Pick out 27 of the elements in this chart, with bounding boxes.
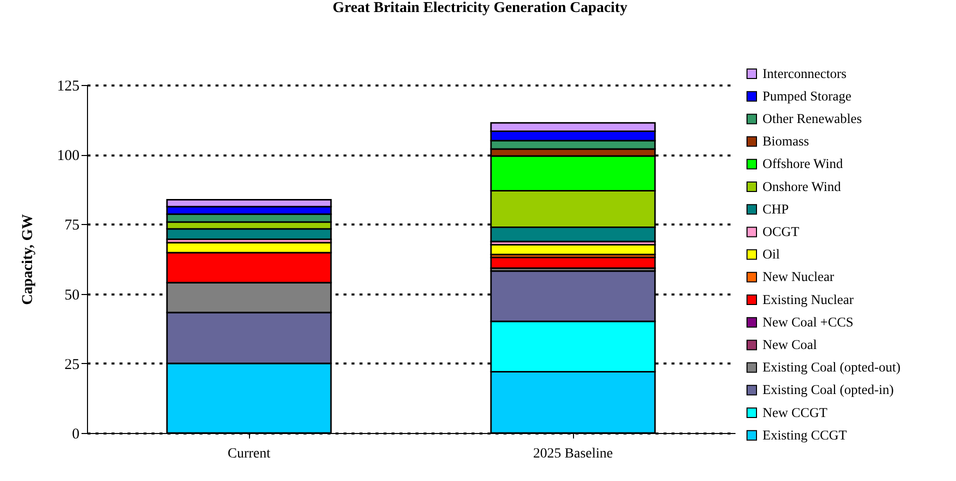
chart-title: Great Britain Electricity Generation Capacity <box>332 0 628 16</box>
y-tick-label: 125 <box>57 78 80 94</box>
legend-label: Onshore Wind <box>762 178 842 194</box>
legend-label: New Coal +CCS <box>762 314 854 330</box>
y-tick-label: 25 <box>64 356 80 373</box>
legend-label: Existing Coal (opted-out) <box>762 360 900 375</box>
legend-label: New Nuclear <box>762 269 835 284</box>
y-axis-title: Capacity, GW <box>20 214 36 305</box>
legend-label: CHP <box>762 201 789 216</box>
legend-label: Existing CCGT <box>762 427 848 442</box>
legend-label: Other Renewables <box>762 110 862 126</box>
x-tick-label: Current <box>228 446 270 462</box>
y-tick-label: 50 <box>64 287 80 304</box>
legend-label: Existing Nuclear <box>762 292 854 307</box>
y-tick-label: 100 <box>57 148 80 164</box>
legend-label: Biomass <box>762 134 810 149</box>
y-tick-label: 0 <box>72 426 80 442</box>
legend-label: Existing Coal (opted-in) <box>762 382 894 398</box>
legend-label: Offshore Wind <box>762 156 844 172</box>
legend-label: OCGT <box>762 224 800 239</box>
legend-label: New CCGT <box>762 404 828 420</box>
legend-label: Oil <box>762 246 780 262</box>
legend-label: Interconnectors <box>762 66 846 81</box>
y-tick-label: 75 <box>64 218 80 234</box>
x-tick-label: 2025 Baseline <box>533 446 613 462</box>
legend-label: Pumped Storage <box>762 88 852 104</box>
legend-label: New Coal <box>762 336 818 352</box>
